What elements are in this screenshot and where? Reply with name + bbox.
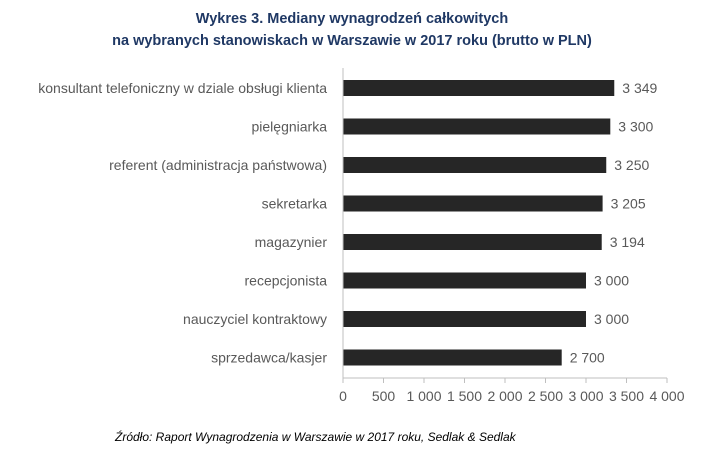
bar — [343, 195, 603, 212]
data-label: 2 700 — [570, 350, 605, 366]
data-label: 3 300 — [618, 119, 653, 135]
x-tick-label: 2 000 — [487, 388, 522, 404]
x-tick-label: 0 — [339, 388, 347, 404]
bar — [343, 234, 602, 250]
x-tick-label: 1 500 — [447, 388, 482, 404]
category-label: magazynier — [255, 234, 328, 250]
data-label: 3 194 — [610, 234, 645, 250]
x-tick-label: 4 000 — [649, 388, 684, 404]
category-label: pielęgniarka — [252, 119, 328, 135]
chart-title: Wykres 3. Mediany wynagrodzeń całkowityc… — [195, 11, 509, 27]
x-tick-label: 500 — [372, 388, 396, 404]
source-note: Źródło: Raport Wynagrodzenia w Warszawie… — [115, 430, 516, 444]
x-tick-label: 3 500 — [609, 388, 644, 404]
data-label: 3 250 — [614, 157, 649, 173]
category-label: nauczyciel kontraktowy — [183, 311, 327, 327]
category-label: recepcjonista — [245, 273, 328, 289]
bar — [343, 311, 586, 327]
category-label: sekretarka — [262, 196, 328, 212]
bar — [343, 157, 607, 173]
x-tick-label: 3 000 — [568, 388, 603, 404]
data-label: 3 000 — [594, 273, 629, 289]
category-label: konsultant telefoniczny w dziale obsługi… — [38, 80, 327, 96]
bar — [343, 118, 611, 135]
data-label: 3 205 — [611, 196, 646, 212]
chart-title-block: Wykres 3. Mediany wynagrodzeń całkowityc… — [0, 8, 704, 52]
chart-subtitle: na wybranych stanowiskach w Warszawie w … — [112, 33, 592, 49]
category-label: sprzedawca/kasjer — [211, 350, 327, 366]
x-tick-label: 1 000 — [406, 388, 441, 404]
category-label: referent (administracja państwowa) — [109, 157, 327, 173]
data-label: 3 349 — [622, 80, 657, 96]
bar — [343, 272, 586, 289]
data-label: 3 000 — [594, 311, 629, 327]
bar — [343, 349, 562, 366]
x-tick-label: 2 500 — [528, 388, 563, 404]
bar — [343, 80, 615, 96]
